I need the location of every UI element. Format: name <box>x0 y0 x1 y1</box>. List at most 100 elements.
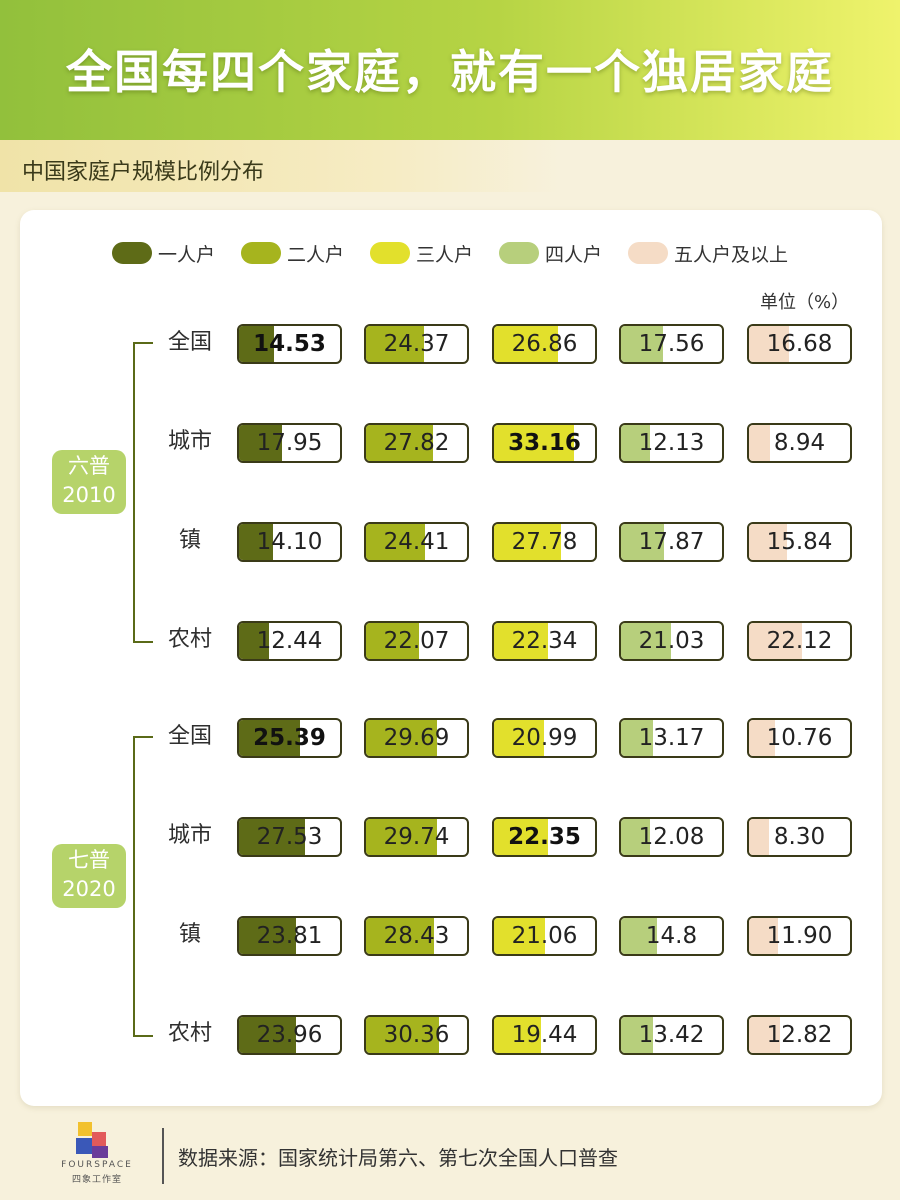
value-cell: 26.86 <box>492 324 597 364</box>
value-cell: 13.17 <box>619 718 724 758</box>
value-cell: 21.03 <box>619 621 724 661</box>
value-bar <box>239 425 282 461</box>
value-label: 17.87 <box>638 529 705 555</box>
value-cell: 12.82 <box>747 1015 852 1055</box>
legend-item-five: 五人户及以上 <box>628 240 788 266</box>
footer-divider <box>162 1128 164 1184</box>
value-cell: 28.43 <box>364 916 469 956</box>
legend-swatch <box>111 242 152 264</box>
row-label: 城市 <box>167 823 212 848</box>
value-cell: 25.39 <box>237 718 342 758</box>
value-label: 29.74 <box>383 824 450 850</box>
value-label: 20.99 <box>511 725 578 751</box>
value-bar <box>494 425 574 461</box>
value-cell: 17.95 <box>237 423 342 463</box>
value-bar <box>494 720 544 756</box>
value-bar <box>494 326 558 362</box>
value-bar <box>749 524 787 560</box>
value-cell: 20.99 <box>492 718 597 758</box>
value-label: 14.8 <box>645 923 698 949</box>
legend-item-one: 一人户 <box>111 240 215 266</box>
row-label: 城市 <box>167 429 212 454</box>
value-label: 13.42 <box>638 1022 705 1048</box>
row-label: 镇 <box>178 528 201 553</box>
value-label: 17.56 <box>638 331 705 357</box>
legend-item-two: 二人户 <box>240 240 344 266</box>
value-label: 28.43 <box>383 923 450 949</box>
value-label: 22.34 <box>511 628 578 654</box>
row-label: 全国 <box>167 330 212 355</box>
value-label: 11.90 <box>766 923 833 949</box>
value-cell: 30.36 <box>364 1015 469 1055</box>
value-bar <box>239 326 274 362</box>
value-cell: 15.84 <box>747 522 852 562</box>
value-bar <box>366 1017 439 1053</box>
legend-item-three: 三人户 <box>369 240 473 266</box>
value-label: 14.10 <box>256 529 323 555</box>
value-label: 27.78 <box>511 529 578 555</box>
value-bar <box>621 720 653 756</box>
value-cell: 22.07 <box>364 621 469 661</box>
value-label: 13.17 <box>638 725 705 751</box>
value-label: 10.76 <box>766 725 833 751</box>
value-label: 19.44 <box>511 1022 578 1048</box>
value-label: 29.69 <box>383 725 450 751</box>
legend-swatch <box>369 242 410 264</box>
value-label: 27.53 <box>256 824 323 850</box>
value-cell: 14.8 <box>619 916 724 956</box>
value-cell: 24.37 <box>364 324 469 364</box>
value-label: 22.07 <box>383 628 450 654</box>
row-label: 镇 <box>178 922 201 947</box>
value-cell: 13.42 <box>619 1015 724 1055</box>
value-label: 8.30 <box>773 824 826 850</box>
value-cell: 29.74 <box>364 817 469 857</box>
page-title: 全国每四个家庭，就有一个独居家庭 <box>66 45 834 99</box>
value-cell: 27.53 <box>237 817 342 857</box>
value-cell: 33.16 <box>492 423 597 463</box>
value-cell: 12.08 <box>619 817 724 857</box>
value-label: 23.81 <box>256 923 323 949</box>
logo-block-yellow <box>78 1122 92 1136</box>
value-cell: 22.34 <box>492 621 597 661</box>
row-label: 农村 <box>167 1021 212 1046</box>
value-bar <box>621 819 650 855</box>
value-bar <box>494 819 548 855</box>
value-bar <box>366 918 434 954</box>
group-bracket <box>133 342 153 643</box>
value-bar <box>749 1017 780 1053</box>
value-label: 16.68 <box>766 331 833 357</box>
value-bar <box>749 623 802 659</box>
value-cell: 24.41 <box>364 522 469 562</box>
value-bar <box>239 1017 296 1053</box>
value-label: 17.95 <box>256 430 323 456</box>
value-label: 27.82 <box>383 430 450 456</box>
row-label: 农村 <box>167 627 212 652</box>
logo-block-blue <box>76 1138 92 1154</box>
value-bar <box>749 720 775 756</box>
value-bar <box>749 819 769 855</box>
value-label: 14.53 <box>253 331 326 357</box>
value-bar <box>621 1017 653 1053</box>
data-source: 数据来源：国家统计局第六、第七次全国人口普查 <box>178 1146 618 1170</box>
value-label: 22.12 <box>766 628 833 654</box>
group-bracket <box>133 736 153 1037</box>
value-cell: 8.94 <box>747 423 852 463</box>
value-cell: 22.35 <box>492 817 597 857</box>
logo-block-red <box>92 1132 106 1146</box>
value-bar <box>494 623 548 659</box>
legend-swatch <box>499 242 539 264</box>
logo-block-purple <box>92 1146 108 1158</box>
census-year: 2010 <box>62 483 116 507</box>
legend-label: 四人户 <box>545 243 603 266</box>
value-bar <box>239 623 269 659</box>
value-bar <box>494 1017 541 1053</box>
legend-item-four: 四人户 <box>499 240 602 266</box>
value-label: 22.35 <box>508 824 581 850</box>
legend-label: 三人户 <box>415 243 473 266</box>
value-bar <box>749 425 770 461</box>
brand-name-en: FOURSPACE <box>61 1160 133 1170</box>
legend-swatch <box>240 242 281 264</box>
value-bar <box>366 623 419 659</box>
value-label: 12.13 <box>638 430 705 456</box>
value-bar <box>621 326 663 362</box>
